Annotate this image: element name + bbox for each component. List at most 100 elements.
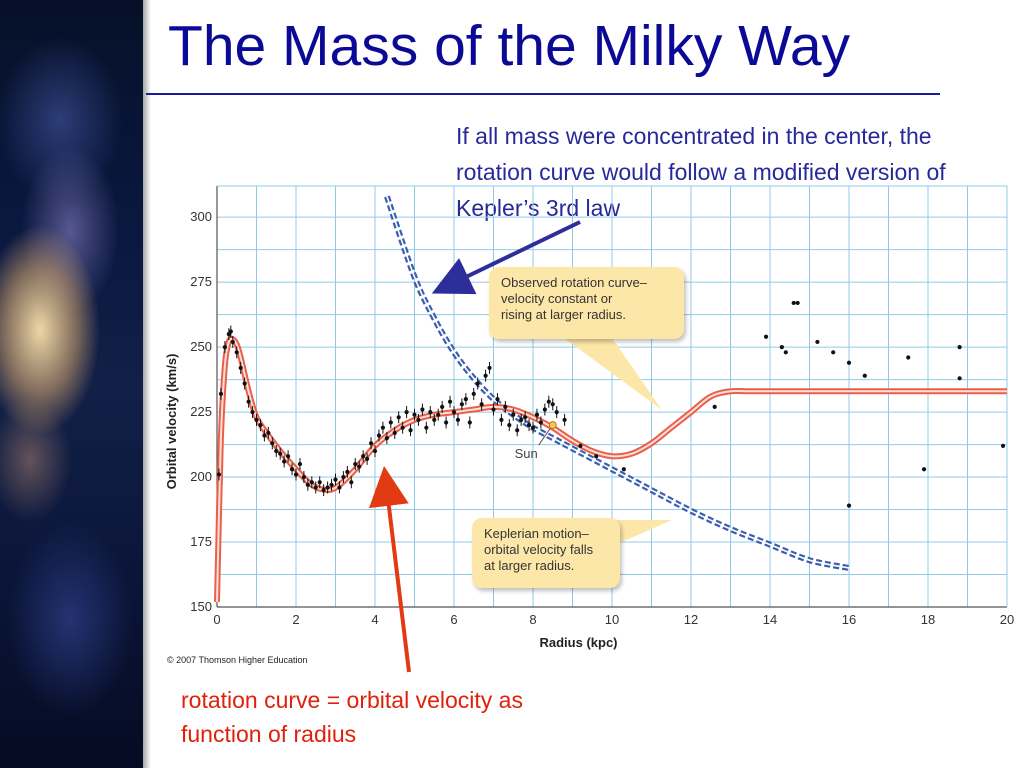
data-point	[763, 334, 769, 339]
data-point	[578, 443, 583, 448]
data-point	[444, 420, 449, 425]
data-point	[404, 409, 409, 415]
data-point	[554, 409, 559, 415]
data-point	[216, 472, 222, 477]
data-point	[519, 417, 524, 422]
y-tick-label: 175	[190, 534, 212, 549]
slide-title: The Mass of the Milky Way	[168, 14, 851, 78]
title-underline	[146, 93, 940, 95]
data-point	[487, 365, 492, 371]
data-point	[246, 399, 251, 404]
data-point	[507, 422, 512, 428]
sun-label: Sun	[515, 446, 538, 461]
data-point	[376, 433, 382, 438]
data-point	[491, 407, 496, 412]
data-point	[222, 345, 227, 350]
x-tick-label: 14	[763, 612, 777, 627]
data-point	[317, 480, 322, 485]
data-point	[341, 474, 346, 480]
data-point	[400, 425, 405, 430]
data-point	[420, 407, 425, 412]
data-point	[365, 456, 370, 461]
callout-observed-line-3: rising at larger radius.	[501, 307, 626, 322]
data-point	[455, 417, 461, 422]
chart-points	[216, 300, 1006, 508]
data-point	[372, 448, 378, 454]
data-point	[436, 412, 441, 417]
data-point	[906, 355, 911, 360]
x-tick-label: 0	[213, 612, 220, 627]
data-point	[301, 474, 306, 480]
data-point	[815, 339, 820, 345]
x-tick-label: 12	[684, 612, 698, 627]
data-point	[550, 402, 555, 407]
callout-kepler-line-2: orbital velocity falls	[484, 542, 594, 557]
data-point	[467, 420, 472, 425]
data-point	[523, 415, 528, 420]
data-point	[274, 448, 279, 454]
data-point	[250, 409, 255, 415]
data-point	[230, 339, 235, 345]
data-point	[1000, 443, 1006, 448]
data-point	[396, 415, 401, 420]
y-tick-label: 300	[190, 209, 212, 224]
data-point	[534, 412, 540, 417]
data-point	[333, 477, 338, 482]
data-point	[530, 425, 536, 430]
data-point	[562, 417, 567, 422]
data-point	[337, 485, 342, 490]
data-point	[495, 396, 500, 402]
data-point	[416, 417, 421, 422]
data-point	[846, 503, 852, 508]
data-point	[286, 454, 291, 459]
data-point	[388, 420, 393, 425]
data-point	[957, 345, 962, 350]
data-point	[218, 391, 224, 397]
data-point	[526, 422, 532, 428]
data-point	[345, 469, 350, 474]
data-point	[266, 430, 271, 435]
data-point	[511, 412, 516, 417]
data-point	[349, 480, 354, 485]
data-point	[234, 350, 239, 355]
blue-pointer-arrow	[431, 220, 581, 295]
y-tick-label: 250	[190, 339, 212, 354]
data-point	[921, 467, 927, 472]
data-point	[483, 373, 488, 378]
x-tick-label: 4	[371, 612, 378, 627]
data-point	[305, 482, 310, 487]
data-point	[228, 329, 233, 334]
data-point	[270, 441, 275, 446]
chart-curves	[214, 195, 1007, 602]
x-axis-title: Radius (kpc)	[539, 635, 617, 650]
data-point	[712, 404, 717, 409]
y-tick-label: 225	[190, 404, 212, 419]
data-point	[542, 407, 547, 412]
data-point	[357, 464, 362, 469]
data-point	[254, 417, 259, 422]
data-point	[368, 441, 374, 446]
data-point	[361, 454, 366, 459]
red-pointer-arrow	[368, 466, 411, 673]
data-point	[463, 396, 468, 402]
x-tick-label: 8	[529, 612, 536, 627]
observed-callout-pointer	[560, 335, 662, 410]
keplerian-curve	[384, 195, 850, 571]
data-point	[546, 399, 551, 404]
data-point	[321, 487, 326, 493]
data-point	[451, 409, 457, 415]
x-tick-label: 6	[450, 612, 457, 627]
data-point	[779, 345, 784, 350]
galaxy-image-strip	[0, 0, 143, 768]
sun-marker	[548, 421, 557, 430]
data-point	[242, 381, 247, 386]
data-point	[282, 459, 287, 464]
data-point	[353, 461, 358, 467]
data-point	[795, 300, 800, 306]
data-point	[791, 300, 796, 306]
data-point	[309, 480, 314, 485]
callout-kepler-line-3: at larger radius.	[484, 558, 575, 573]
x-tick-label: 2	[292, 612, 299, 627]
data-point	[831, 350, 836, 355]
